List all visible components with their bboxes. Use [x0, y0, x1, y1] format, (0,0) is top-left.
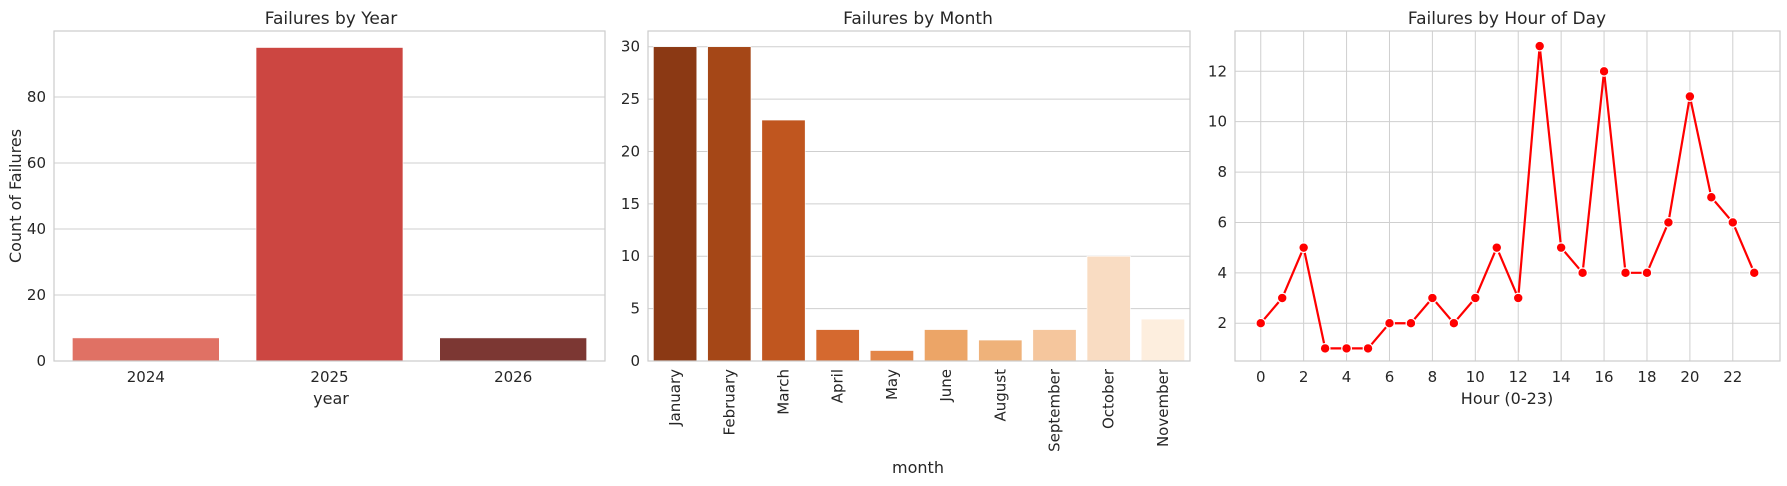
chart-title: Failures by Year	[265, 9, 397, 29]
x-tick-label: 12	[1509, 368, 1528, 386]
y-tick-label: 10	[621, 247, 640, 265]
x-tick-label: August	[991, 369, 1009, 422]
data-point	[1405, 317, 1417, 329]
data-point	[1362, 343, 1374, 354]
data-point	[1620, 267, 1631, 279]
data-point	[1319, 343, 1331, 354]
data-point	[1427, 292, 1438, 304]
x-tick-label: 6	[1385, 368, 1395, 386]
bar	[439, 337, 587, 362]
data-point	[1534, 40, 1546, 52]
y-tick-label: 4	[1217, 264, 1227, 282]
plot-frame	[1234, 30, 1781, 362]
x-tick-label: 10	[1466, 368, 1485, 386]
x-tick-label: 14	[1552, 368, 1571, 386]
data-point	[1469, 292, 1481, 304]
x-tick-label: October	[1100, 368, 1118, 429]
series-line	[1259, 45, 1756, 350]
x-tick-label: 8	[1428, 368, 1438, 386]
x-tick-label: 20	[1680, 368, 1699, 386]
bar	[924, 329, 969, 362]
x-tick-label: 0	[1256, 368, 1266, 386]
data-point	[1341, 343, 1352, 354]
x-tick-label: February	[720, 369, 738, 436]
panel-failures-by-month: Failures by Month month 0 5 10 15 20 25 30 Janu…	[621, 9, 1191, 477]
data-point	[1705, 191, 1717, 203]
x-tick-label: June	[937, 369, 955, 403]
panel-failures-by-hour: Failures by Hour of Day Hour (0-23) 2 4 6 8…	[1208, 9, 1781, 408]
x-tick-label: 18	[1637, 368, 1656, 386]
y-tick-label: 6	[1217, 213, 1227, 231]
y-tick-label: 20	[621, 142, 640, 160]
x-tick-label: 2024	[127, 368, 165, 386]
y-tick-label: 2	[1217, 314, 1227, 332]
y-tick-label: 80	[27, 88, 46, 106]
data-point	[1491, 242, 1503, 254]
bar	[653, 46, 698, 362]
x-tick-label: 4	[1342, 368, 1352, 386]
data-point	[1384, 317, 1395, 329]
x-tick-label: March	[775, 369, 793, 415]
x-tick-label: 2025	[310, 368, 348, 386]
x-tick-label: April	[829, 369, 847, 403]
x-tick-label: 22	[1723, 368, 1742, 386]
y-tick-label: 60	[27, 154, 46, 172]
x-tick-label: 2026	[494, 368, 532, 386]
y-tick-label: 5	[630, 300, 640, 318]
x-tick-label: 2	[1299, 368, 1309, 386]
plot-frame	[647, 30, 1191, 362]
data-point	[1555, 242, 1567, 254]
x-tick-label: November	[1154, 368, 1172, 447]
data-point	[1255, 317, 1267, 329]
bar	[978, 339, 1023, 362]
data-point	[1298, 242, 1310, 254]
bar	[761, 119, 806, 362]
bar	[869, 350, 914, 362]
y-tick-label: 15	[621, 195, 640, 213]
x-tick-label: 16	[1595, 368, 1614, 386]
data-point	[1727, 217, 1739, 228]
plot-frame	[53, 30, 606, 362]
data-point	[1512, 292, 1524, 304]
x-tick-label: September	[1046, 368, 1064, 452]
chart-title: Failures by Hour of Day	[1408, 9, 1606, 29]
y-tick-label: 10	[1208, 113, 1227, 131]
data-point	[1577, 267, 1588, 279]
bar	[815, 329, 860, 362]
chart-title: Failures by Month	[843, 9, 993, 29]
y-tick-label: 20	[27, 286, 46, 304]
bar	[1086, 255, 1131, 362]
x-tick-label: January	[666, 369, 684, 427]
bar	[707, 46, 752, 362]
y-tick-label: 0	[36, 352, 46, 370]
y-tick-label: 8	[1217, 163, 1227, 181]
data-point	[1276, 292, 1288, 304]
data-point	[1663, 217, 1674, 228]
bar	[255, 47, 404, 362]
x-axis-label: month	[892, 458, 944, 477]
x-axis-label: year	[313, 389, 349, 408]
data-point	[1641, 267, 1653, 279]
x-axis-label: Hour (0-23)	[1461, 389, 1553, 408]
y-axis-label: Count of Failures	[6, 129, 25, 263]
y-tick-label: 30	[621, 38, 640, 56]
panel-failures-by-year: Failures by Year year Count of Failures …	[6, 9, 606, 408]
bar	[1140, 318, 1185, 362]
bar	[72, 337, 220, 362]
y-tick-label: 12	[1208, 62, 1227, 80]
bar	[1032, 329, 1077, 362]
data-point	[1448, 317, 1460, 329]
y-tick-label: 25	[621, 90, 640, 108]
x-tick-label: May	[883, 369, 901, 400]
y-tick-label: 0	[630, 352, 640, 370]
data-point	[1598, 65, 1610, 77]
data-point	[1684, 91, 1696, 102]
y-tick-label: 40	[27, 220, 46, 238]
data-point	[1748, 267, 1760, 279]
